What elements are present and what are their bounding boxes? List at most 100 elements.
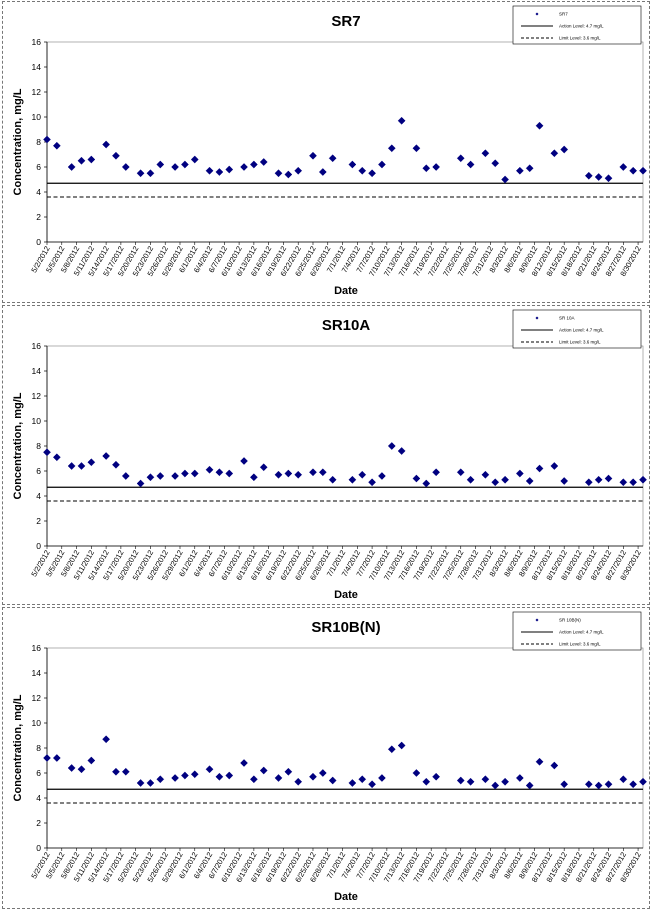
data-point xyxy=(215,772,224,781)
data-point xyxy=(249,775,258,784)
data-point xyxy=(215,168,224,176)
data-point xyxy=(560,477,569,485)
y-tick-label: 6 xyxy=(36,162,41,172)
legend-entry: Limit Level: 3.6 mg/L xyxy=(559,642,601,647)
data-point xyxy=(348,475,357,484)
data-point xyxy=(274,169,283,178)
chart-title: SR7 xyxy=(331,13,360,30)
data-point xyxy=(358,166,367,175)
data-point xyxy=(432,163,441,171)
data-point xyxy=(348,779,357,787)
data-point xyxy=(77,156,86,165)
data-point xyxy=(594,173,603,181)
data-point xyxy=(515,166,524,175)
data-point xyxy=(456,154,465,163)
data-point xyxy=(121,163,130,171)
data-point xyxy=(121,767,130,776)
data-point xyxy=(181,771,189,780)
data-point xyxy=(481,775,490,784)
chart-panel-sr10a: SR10A 0 2 4 6 8 10 12 14 16 Concentration, mg/L 5/2… xyxy=(2,305,650,605)
y-tick-label: 12 xyxy=(32,391,42,401)
data-point xyxy=(594,475,603,484)
data-point xyxy=(240,759,248,767)
data-point xyxy=(156,472,165,480)
data-point xyxy=(77,765,86,774)
data-point xyxy=(501,777,509,786)
data-point xyxy=(205,765,214,774)
data-point xyxy=(378,774,386,782)
chart-panel-sr10bn: SR10B(N) 0 2 4 6 8 10 12 14 16 Concentration, mg/L… xyxy=(2,607,650,909)
data-point xyxy=(284,170,293,179)
data-point xyxy=(397,116,406,125)
data-point xyxy=(249,160,258,169)
data-point xyxy=(535,121,544,130)
data-point xyxy=(52,453,61,462)
data-point xyxy=(432,772,441,781)
data-point xyxy=(378,160,386,169)
data-point xyxy=(535,757,544,766)
data-point xyxy=(412,769,421,777)
legend-entry: Limit Level: 3.6 mg/L xyxy=(559,36,601,41)
data-point xyxy=(584,478,593,487)
data-point xyxy=(225,771,234,780)
data-point xyxy=(639,166,647,175)
data-point xyxy=(639,475,647,484)
data-point xyxy=(328,776,337,785)
data-point xyxy=(87,155,96,164)
data-point xyxy=(112,151,120,160)
data-point xyxy=(156,160,165,169)
data-point xyxy=(594,781,603,790)
data-point xyxy=(629,166,638,175)
data-point xyxy=(43,135,51,144)
data-point xyxy=(274,470,283,479)
data-point xyxy=(491,478,500,487)
data-point xyxy=(501,175,509,184)
data-point xyxy=(309,772,317,781)
chart-panel-sr7: SR7 0 2 4 6 8 10 12 14 16 Concentration, mg/L 5/2/2… xyxy=(2,1,650,303)
data-point xyxy=(240,163,248,171)
data-point xyxy=(515,774,524,782)
data-point xyxy=(560,145,569,154)
data-point xyxy=(225,469,234,478)
data-point xyxy=(190,770,199,779)
y-tick-label: 8 xyxy=(36,441,41,451)
y-tick-label: 14 xyxy=(32,668,42,678)
data-point xyxy=(491,781,500,790)
data-point xyxy=(309,468,317,477)
y-tick-label: 4 xyxy=(36,187,41,197)
data-point xyxy=(535,464,544,473)
data-point xyxy=(412,144,421,153)
data-point xyxy=(181,160,189,169)
data-point xyxy=(525,477,534,485)
chart-sr10bn: SR10B(N) 0 2 4 6 8 10 12 14 16 Concentration, mg/L… xyxy=(12,611,647,903)
data-point xyxy=(284,469,293,478)
data-point xyxy=(550,149,559,158)
legend-entry: Action Level: 4.7 mg/L xyxy=(559,328,604,333)
data-point xyxy=(422,164,431,173)
plot-area xyxy=(46,345,644,547)
data-point xyxy=(358,470,367,479)
data-point xyxy=(358,775,367,784)
data-point xyxy=(584,780,593,789)
data-point xyxy=(604,780,613,789)
y-tick-label: 0 xyxy=(36,843,41,853)
y-tick-label: 10 xyxy=(32,112,42,122)
y-tick-label: 6 xyxy=(36,466,41,476)
data-point xyxy=(318,468,327,477)
data-point xyxy=(249,473,258,482)
data-point xyxy=(466,160,475,169)
legend-entry: Action Level: 4.7 mg/L xyxy=(559,630,604,635)
data-point xyxy=(146,473,155,482)
data-point xyxy=(112,460,120,469)
data-point xyxy=(550,761,559,770)
data-point xyxy=(67,462,76,470)
y-tick-label: 2 xyxy=(36,516,41,526)
legend xyxy=(512,611,642,651)
data-point xyxy=(432,468,441,477)
data-point xyxy=(387,442,396,450)
data-point xyxy=(456,776,465,785)
y-axis-label: Concentration, mg/L xyxy=(12,392,24,499)
data-point xyxy=(171,163,179,171)
